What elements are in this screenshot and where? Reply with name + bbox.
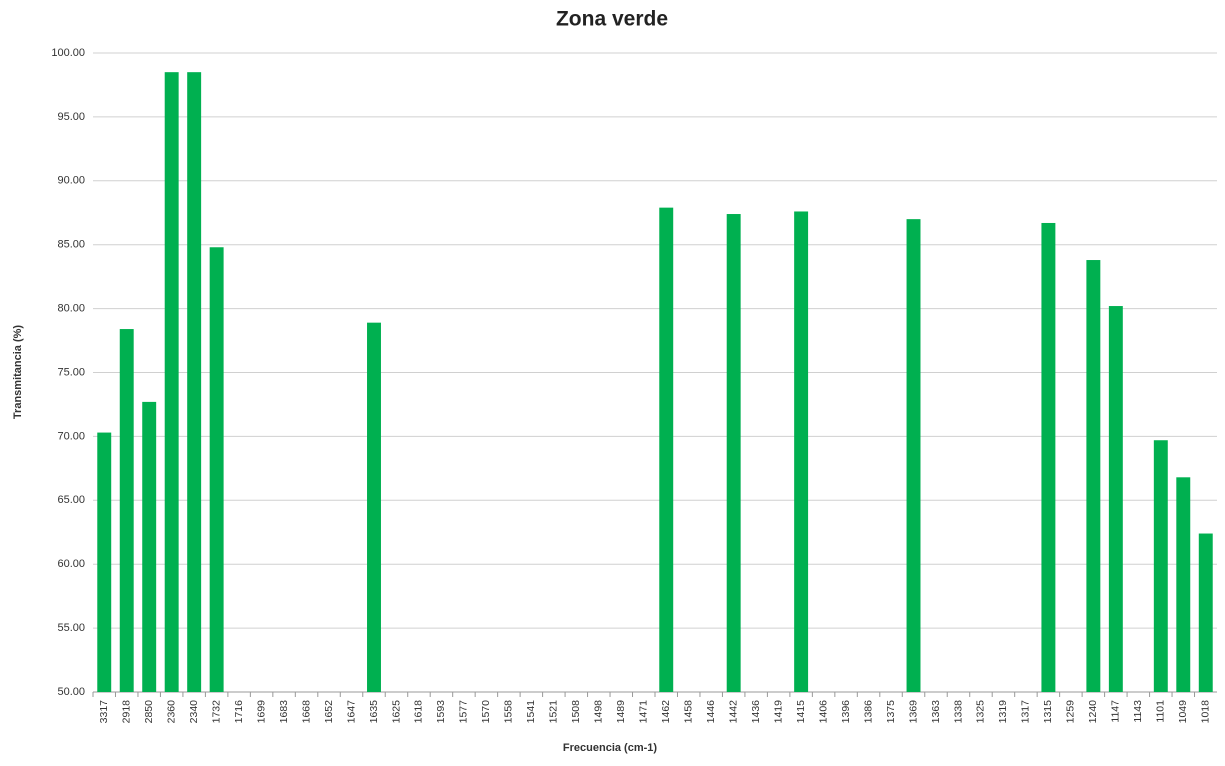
x-tick-label: 1259	[1065, 700, 1077, 724]
bar	[1041, 222, 1056, 692]
x-tick-label: 1668	[300, 700, 312, 724]
x-tick-label: 1386	[862, 700, 874, 724]
bar	[209, 247, 224, 693]
bar	[659, 207, 674, 692]
x-tick-label: 1699	[255, 700, 267, 724]
x-tick-label: 1635	[368, 700, 380, 724]
bar	[1176, 477, 1191, 692]
x-tick-label: 1498	[593, 700, 605, 724]
x-tick-label: 1375	[885, 700, 897, 724]
y-tick-label: 80.00	[57, 303, 85, 315]
x-tick-label: 2360	[165, 700, 177, 724]
y-tick-label: 100.00	[51, 47, 85, 59]
x-tick-label: 1018	[1200, 700, 1212, 724]
x-tick-label: 1593	[435, 700, 447, 724]
x-tick-label: 1683	[278, 700, 290, 724]
x-tick-label: 1406	[817, 700, 829, 724]
x-tick-label: 1049	[1177, 700, 1189, 724]
x-tick-label: 1458	[683, 700, 695, 724]
x-tick-label: 1419	[772, 700, 784, 724]
y-tick-label: 90.00	[57, 175, 85, 187]
x-tick-label: 1652	[323, 700, 335, 724]
x-tick-label: 1446	[705, 700, 717, 724]
x-tick-label: 1489	[615, 700, 627, 724]
x-tick-label: 3317	[98, 700, 110, 724]
bar	[97, 432, 112, 692]
x-tick-label: 1101	[1155, 700, 1167, 723]
bar	[726, 214, 741, 692]
x-tick-label: 1541	[525, 700, 537, 724]
x-tick-label: 1396	[840, 700, 852, 724]
bar	[794, 211, 809, 693]
x-tick-label: 1363	[930, 700, 942, 724]
y-tick-label: 95.00	[57, 111, 85, 123]
x-tick-label: 2850	[143, 700, 155, 724]
x-tick-label: 1647	[345, 700, 357, 724]
x-tick-label: 2340	[188, 700, 200, 724]
x-tick-label: 1521	[548, 700, 560, 724]
x-axis-label: Frecuencia (cm-1)	[563, 742, 657, 754]
x-tick-label: 1369	[907, 700, 919, 724]
x-tick-label: 1436	[750, 700, 762, 724]
bar	[164, 72, 179, 693]
bar	[1086, 260, 1101, 692]
y-tick-label: 65.00	[57, 494, 85, 506]
x-tick-label: 1558	[503, 700, 515, 724]
y-tick-label: 50.00	[57, 686, 85, 698]
x-tick-label: 1319	[997, 700, 1009, 724]
x-tick-label: 1442	[727, 700, 739, 724]
x-tick-label: 1508	[570, 700, 582, 724]
bar	[142, 401, 157, 692]
chart-title: Zona verde	[556, 8, 668, 31]
x-tick-label: 1577	[458, 700, 470, 724]
bar	[906, 219, 921, 692]
y-tick-label: 60.00	[57, 558, 85, 570]
bar	[1198, 533, 1213, 692]
y-axis-label: Transmitancia (%)	[12, 325, 24, 419]
bar	[1108, 306, 1123, 692]
x-tick-label: 1415	[795, 700, 807, 724]
x-tick-label: 2918	[121, 700, 133, 724]
y-tick-label: 85.00	[57, 239, 85, 251]
bar	[187, 72, 202, 693]
x-tick-label: 1625	[390, 700, 402, 724]
bar	[367, 322, 381, 692]
x-tick-label: 1732	[210, 700, 222, 724]
x-tick-label: 1716	[233, 700, 245, 724]
bar	[119, 329, 134, 692]
y-tick-label: 70.00	[57, 430, 85, 442]
x-tick-label: 1462	[660, 700, 672, 724]
x-tick-label: 1240	[1087, 700, 1099, 724]
x-tick-label: 1147	[1110, 700, 1122, 723]
x-tick-label: 1317	[1020, 700, 1032, 724]
y-tick-label: 75.00	[57, 366, 85, 378]
bar	[1153, 440, 1168, 692]
y-tick-label: 55.00	[57, 622, 85, 634]
x-tick-label: 1143	[1132, 700, 1144, 723]
x-tick-label: 1471	[638, 700, 650, 724]
x-tick-label: 1618	[413, 700, 425, 724]
x-tick-label: 1570	[480, 700, 492, 724]
x-tick-label: 1338	[952, 700, 964, 724]
x-tick-label: 1315	[1042, 700, 1054, 724]
x-tick-label: 1325	[975, 700, 987, 724]
